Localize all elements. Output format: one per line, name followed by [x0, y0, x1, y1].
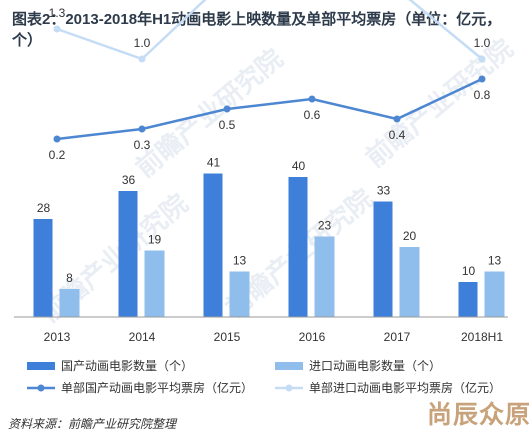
bar-domestic-count	[203, 173, 223, 317]
x-tick-label: 2013	[44, 330, 71, 344]
bar-imported-count	[59, 289, 80, 317]
bar-domestic-count	[373, 201, 393, 317]
bar-label-imported: 23	[318, 219, 332, 233]
bar-label-imported: 8	[66, 271, 73, 285]
bar-domestic-count	[458, 282, 478, 317]
bar-imported-count	[399, 247, 420, 317]
legend-label: 单部国产动画电影平均票房（亿元）	[61, 380, 253, 395]
chart-title: 图表2：2013-2018年H1动画电影上映数量及单部平均票房（单位：亿元，个）	[12, 11, 502, 49]
diagonal-watermark: 前瞻产业研究院	[35, 188, 194, 328]
bar-series-layer: 28 36 41 40 33 10 8 19 13 23 20 13	[33, 156, 505, 317]
x-tick-layer: 2013 2014 2015 2016 2017 2018H1	[44, 330, 504, 344]
line-label-imported: 1.0	[474, 36, 491, 50]
diagonal-watermark: 前瞻产业研究院	[360, 33, 519, 173]
bar-label-imported: 13	[488, 254, 502, 268]
line-label-imported: 1.0	[134, 36, 151, 50]
bar-imported-count	[484, 271, 505, 317]
bar-label-imported: 20	[403, 229, 417, 243]
line-series-layer: 0.20.30.50.60.40.81.31.01.82.01.71.0	[49, 0, 491, 162]
x-tick-label: 2016	[299, 330, 326, 344]
legend-swatch-bar	[275, 362, 303, 370]
bar-imported-count	[229, 271, 250, 317]
bar-domestic-count	[118, 191, 138, 317]
bar-label-domestic: 36	[122, 173, 136, 187]
line-label-domestic: 0.3	[134, 138, 151, 152]
point-imported-avg	[478, 55, 486, 63]
legend-label: 国产动画电影数量（个）	[61, 358, 193, 373]
bar-imported-count	[314, 236, 335, 317]
legend-swatch-bar	[27, 362, 55, 370]
point-domestic-avg	[53, 135, 61, 143]
bar-imported-count	[144, 250, 165, 317]
bar-domestic-count	[288, 177, 308, 317]
corner-watermark-logo: 尚辰众原	[427, 400, 531, 429]
bar-label-domestic: 10	[462, 264, 476, 278]
point-domestic-avg	[138, 125, 146, 133]
bar-label-imported: 13	[233, 254, 247, 268]
line-label-domestic: 0.2	[49, 148, 66, 162]
legend-label: 单部进口动画电影平均票房（亿元）	[309, 380, 501, 395]
legend-label: 进口动画电影数量（个）	[309, 358, 441, 373]
x-tick-label: 2017	[384, 330, 411, 344]
legend-swatch-marker	[37, 384, 45, 392]
x-tick-label: 2014	[129, 330, 156, 344]
x-tick-label: 2018H1	[461, 330, 503, 344]
legend-swatch-marker	[285, 384, 293, 392]
line-label-domestic: 0.6	[304, 108, 321, 122]
watermark-layer: 前瞻产业研究院前瞻产业研究院前瞻产业研究院前瞻产业研究院	[35, 33, 519, 328]
bar-label-domestic: 33	[377, 184, 391, 198]
line-label-domestic: 0.5	[219, 118, 236, 132]
point-domestic-avg	[223, 105, 231, 113]
line-label-domestic: 0.4	[389, 128, 406, 142]
source-note: 资料来源：前瞻产业研究院整理	[8, 417, 177, 431]
point-domestic-avg	[393, 115, 401, 123]
line-imported-avg-boxoffice	[56, 0, 483, 61]
line-label-domestic: 0.8	[474, 88, 491, 102]
point-imported-avg	[53, 25, 61, 33]
line-label-imported: 1.3	[49, 6, 66, 20]
legend: 国产动画电影数量（个） 进口动画电影数量（个） 单部国产动画电影平均票房（亿元） 单部…	[27, 358, 501, 395]
point-imported-avg	[138, 55, 146, 63]
x-tick-label: 2015	[214, 330, 241, 344]
bar-domestic-count	[33, 219, 53, 317]
bar-label-domestic: 28	[37, 201, 51, 215]
bar-label-domestic: 41	[207, 156, 221, 170]
point-domestic-avg	[478, 75, 486, 83]
bar-label-imported: 19	[148, 233, 162, 247]
point-domestic-avg	[308, 95, 316, 103]
bar-label-domestic: 40	[292, 159, 306, 173]
line-domestic-avg-boxoffice	[56, 77, 483, 141]
